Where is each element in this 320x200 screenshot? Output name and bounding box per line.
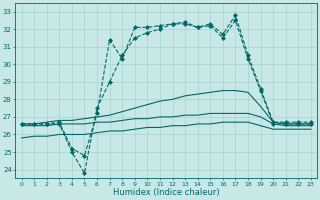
X-axis label: Humidex (Indice chaleur): Humidex (Indice chaleur) (113, 188, 220, 197)
